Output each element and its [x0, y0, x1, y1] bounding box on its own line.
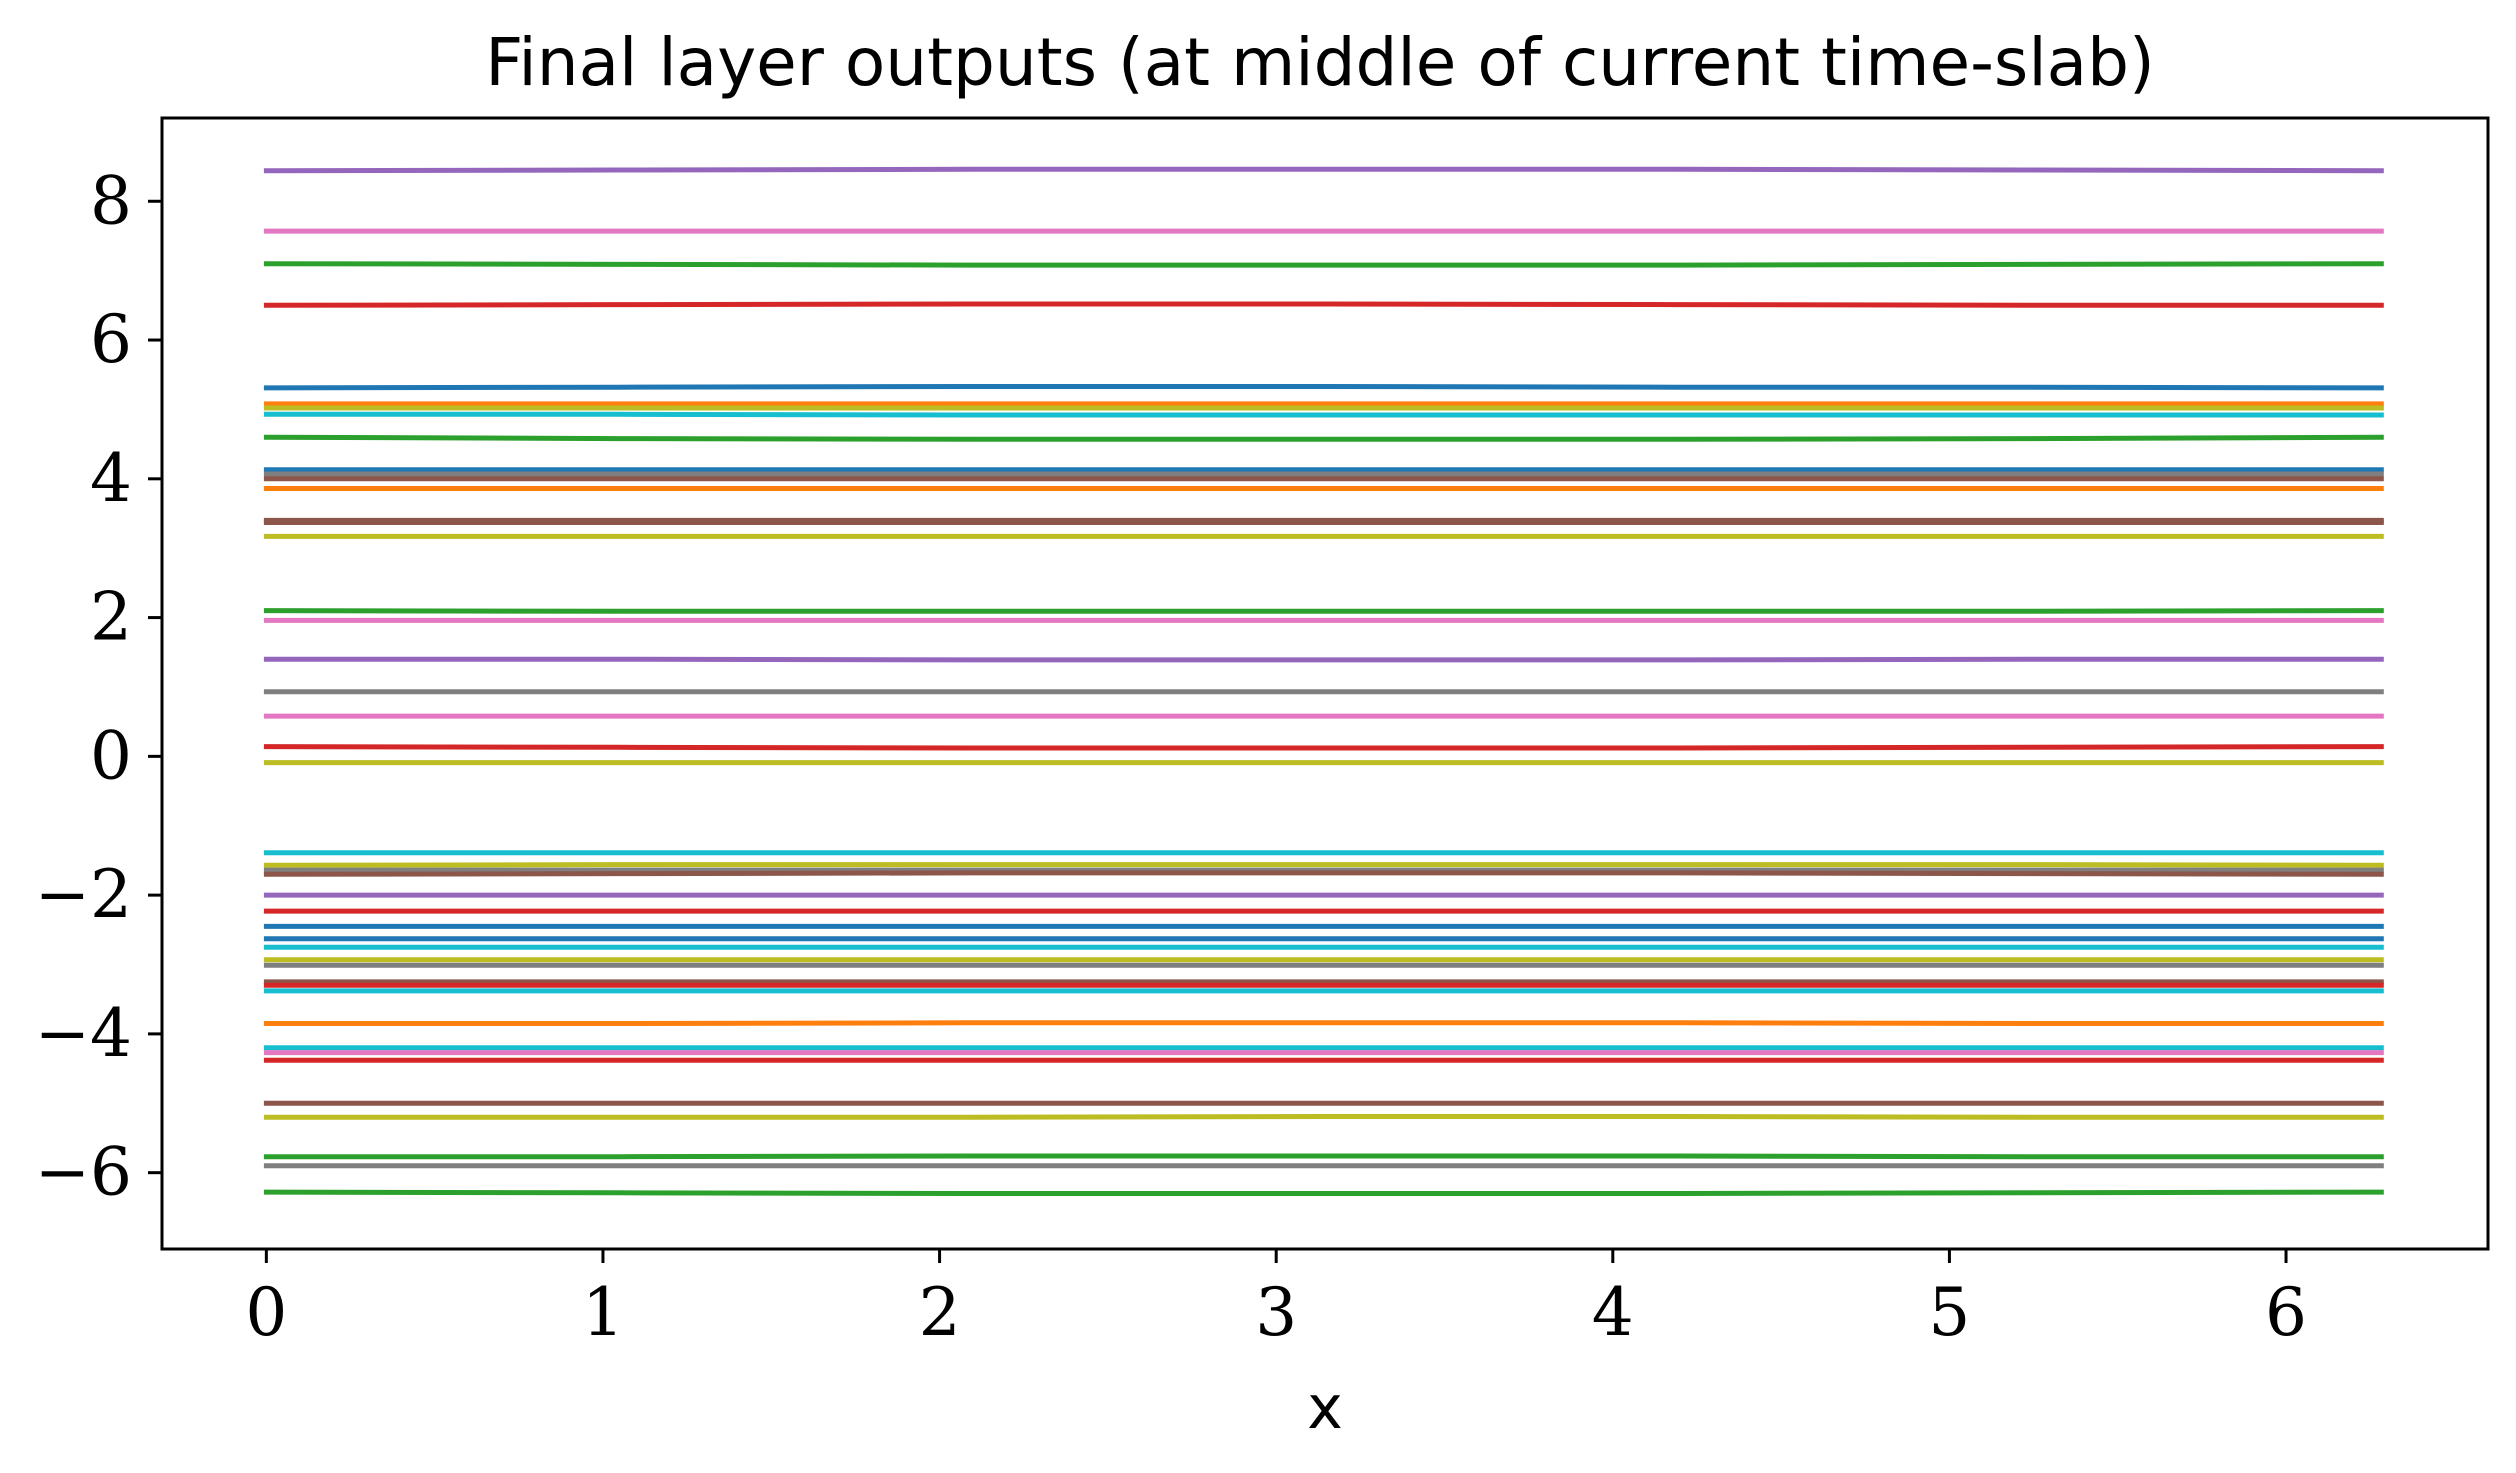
- x-tick-label: 0: [245, 1274, 287, 1351]
- y-tick-label: 2: [90, 579, 132, 656]
- series-line-1: [263, 166, 2384, 174]
- series-line-44: [263, 1153, 2384, 1160]
- y-axis: −6 −4 −2 0 2 4 6 8: [35, 162, 162, 1211]
- x-axis-label: x: [1307, 1373, 1343, 1443]
- series-line-9: [263, 434, 2384, 442]
- series-line-17: [263, 608, 2384, 614]
- x-tick-label: 5: [1928, 1274, 1970, 1351]
- y-tick-label: 4: [90, 440, 132, 517]
- x-tick-label: 2: [919, 1274, 961, 1351]
- y-tick-label: −4: [35, 995, 132, 1072]
- x-tick-label: 3: [1255, 1274, 1297, 1351]
- series-line-46: [263, 1189, 2384, 1196]
- x-axis: 0 1 2 3 4 5 6: [245, 1249, 2307, 1351]
- series-line-3: [263, 261, 2384, 268]
- x-tick-label: 4: [1592, 1274, 1634, 1351]
- y-tick-label: −2: [35, 856, 132, 933]
- series-line-5: [263, 384, 2384, 391]
- series-line-38: [263, 1020, 2384, 1026]
- y-tick-label: 6: [90, 301, 132, 378]
- y-tick-label: 0: [90, 717, 132, 794]
- series-line-8: [263, 411, 2384, 418]
- x-tick-label: 6: [2265, 1274, 2307, 1351]
- series-line-4: [263, 301, 2384, 308]
- chart-title: Final layer outputs (at middle of curren…: [485, 24, 2155, 101]
- series-line-19: [263, 656, 2384, 663]
- x-tick-label: 1: [582, 1274, 624, 1351]
- series-layer: [263, 166, 2384, 1196]
- series-line-27: [263, 870, 2384, 877]
- series-line-43: [263, 1114, 2384, 1120]
- series-line-25: [263, 862, 2384, 868]
- y-tick-label: −6: [35, 1134, 132, 1211]
- y-tick-label: 8: [90, 162, 132, 239]
- series-line-22: [263, 744, 2384, 751]
- plot-area-frame: [160, 116, 2490, 1251]
